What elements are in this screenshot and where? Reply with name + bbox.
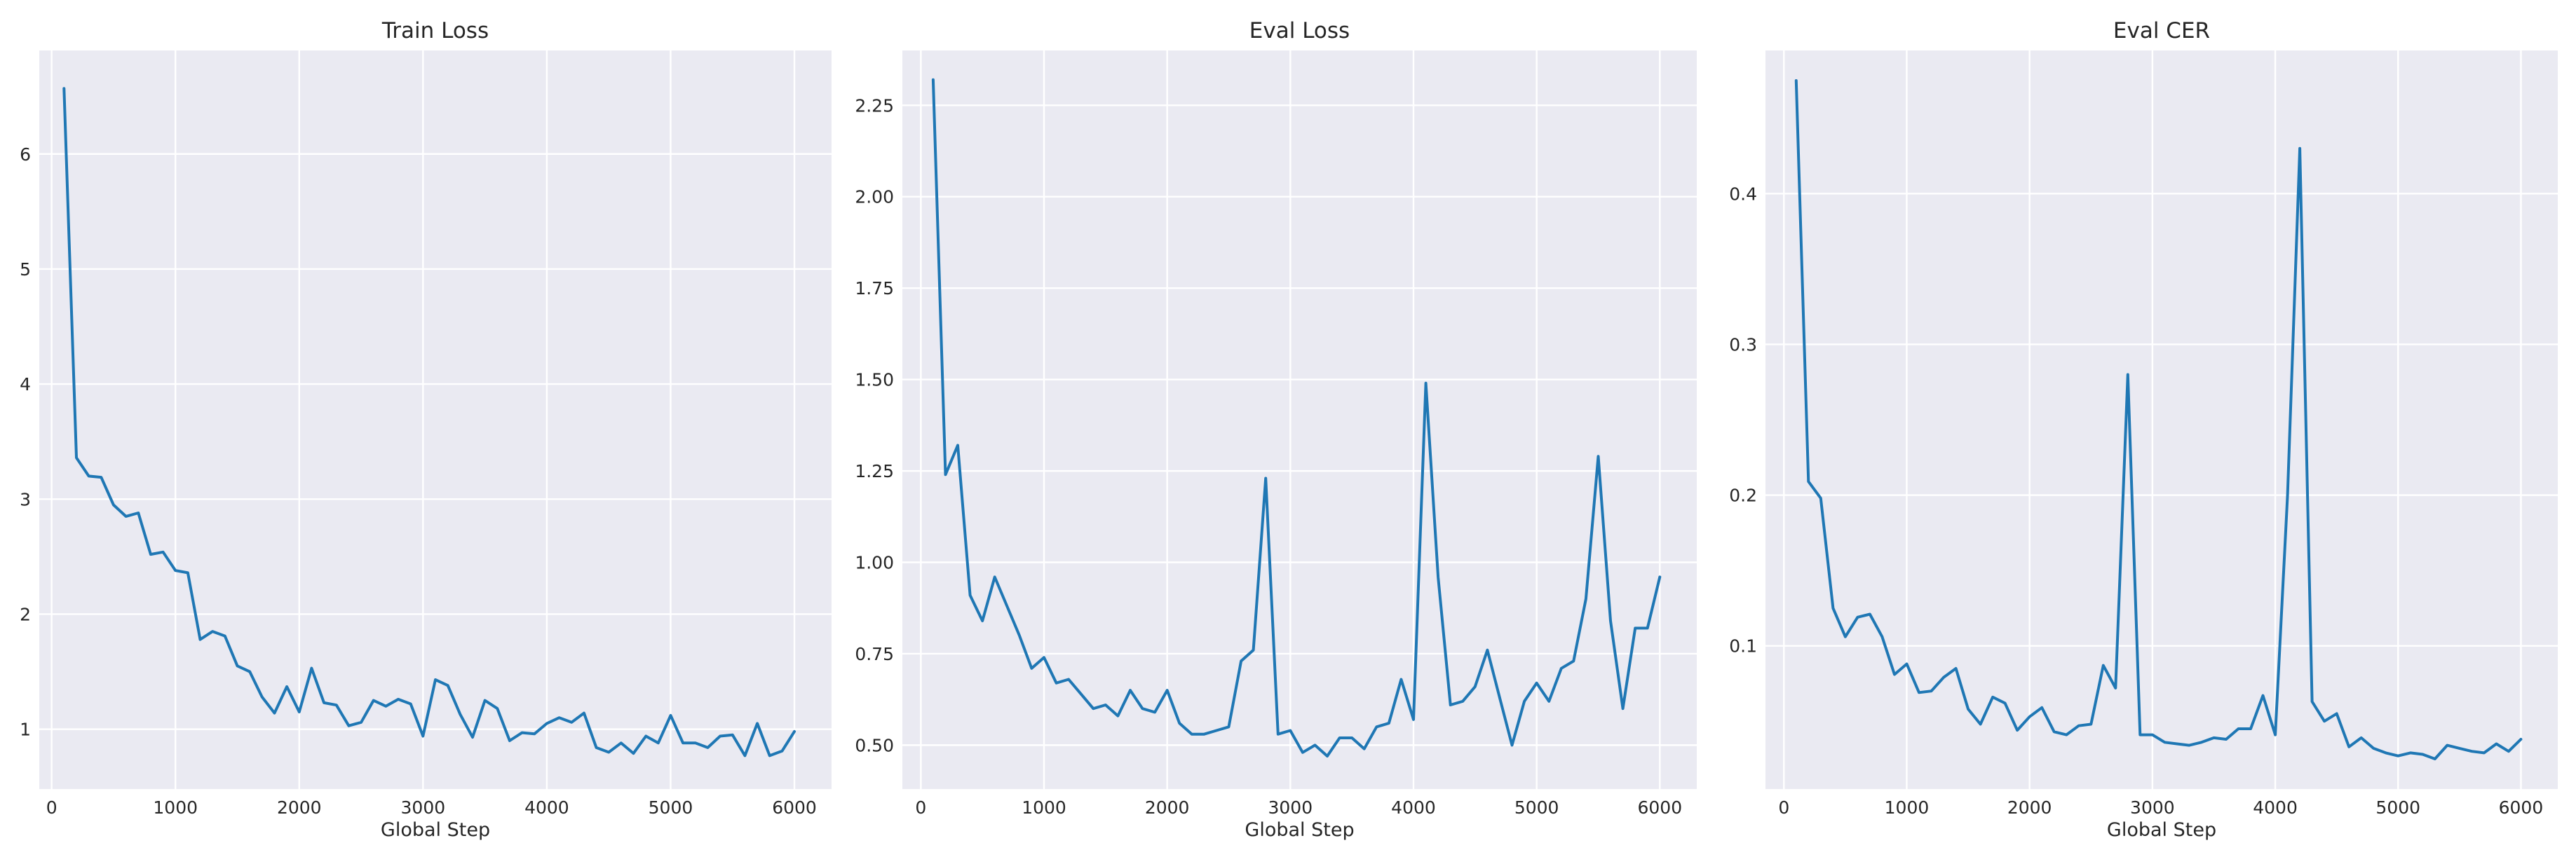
x-tick-label: 4000: [2253, 797, 2298, 818]
y-tick-label: 2.25: [855, 95, 894, 116]
x-axis-label: Global Step: [1245, 819, 1354, 841]
x-tick-label: 5000: [649, 797, 693, 818]
x-tick-label: 4000: [524, 797, 569, 818]
y-tick-label: 2.00: [855, 187, 894, 207]
y-tick-label: 0.1: [1729, 636, 1757, 657]
plot-area: [1765, 50, 2558, 789]
y-tick-label: 3: [20, 489, 31, 509]
x-axis-label: Global Step: [2107, 819, 2216, 841]
series-line: [1794, 79, 2523, 760]
x-tick-label: 0: [915, 797, 926, 818]
y-tick-label: 0.2: [1729, 486, 1757, 506]
x-tick-label: 3000: [401, 797, 446, 818]
y-tick-label: 2: [20, 604, 31, 624]
x-tick-label: 5000: [2375, 797, 2420, 818]
x-tick-label: 5000: [1514, 797, 1559, 818]
y-tick-label: 0.4: [1729, 184, 1757, 204]
x-tick-label: 3000: [1268, 797, 1313, 818]
chart-title: Train Loss: [381, 18, 489, 43]
x-tick-label: 6000: [772, 797, 817, 818]
x-tick-label: 6000: [1637, 797, 1682, 818]
y-tick-label: 1: [20, 720, 31, 740]
y-tick-label: 5: [20, 259, 31, 280]
chart-panel-3: Eval CER 0 1000 2000 3000 4000 5000 6000 0.1 0.2 0…: [1729, 18, 2558, 841]
y-tick-label: 0.75: [855, 644, 894, 664]
y-tick-label: 4: [20, 374, 31, 395]
x-tick-label: 1000: [1022, 797, 1066, 818]
series-line: [931, 78, 1662, 757]
x-tick-label: 4000: [1391, 797, 1436, 818]
chart-panel-1: Train Loss 0 1000 2000 3000 4000 5000 6000 1 2 3 4 5…: [20, 18, 832, 841]
y-tick-label: 1.25: [855, 461, 894, 481]
x-tick-label: 2000: [1145, 797, 1190, 818]
y-tick-label: 0.50: [855, 735, 894, 755]
chart-panel-2: Eval Loss 0 1000 2000 3000 4000 5000 6000 0.50 0.…: [855, 18, 1697, 841]
plot-area: [39, 50, 832, 789]
y-tick-label: 1.00: [855, 552, 894, 573]
x-tick-label: 0: [46, 797, 57, 818]
y-tick-label: 6: [20, 144, 31, 165]
x-tick-label: 1000: [153, 797, 198, 818]
x-tick-label: 2000: [277, 797, 322, 818]
x-tick-label: 1000: [1885, 797, 1930, 818]
chart-title: Eval Loss: [1249, 18, 1350, 43]
x-tick-label: 6000: [2499, 797, 2544, 818]
y-tick-label: 0.3: [1729, 334, 1757, 355]
y-tick-label: 1.50: [855, 370, 894, 390]
y-tick-label: 1.75: [855, 278, 894, 299]
series-line: [62, 87, 796, 757]
plot-area: [902, 50, 1697, 789]
x-tick-label: 0: [1778, 797, 1789, 818]
x-axis-label: Global Step: [381, 819, 490, 841]
chart-title: Eval CER: [2113, 18, 2210, 43]
x-tick-label: 3000: [2130, 797, 2175, 818]
x-tick-label: 2000: [2007, 797, 2052, 818]
